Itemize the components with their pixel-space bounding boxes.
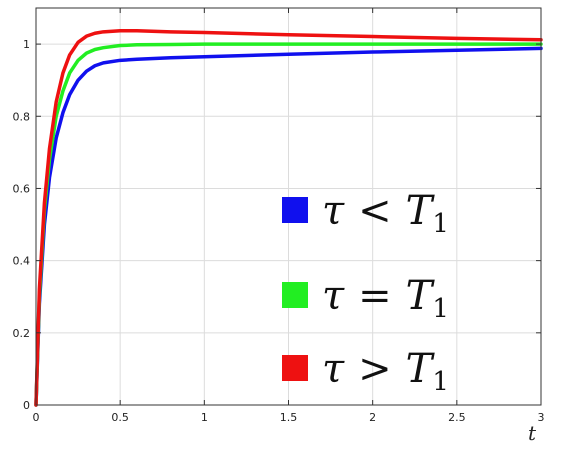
- legend-relation: =: [358, 273, 392, 319]
- legend-symbol: τ: [322, 346, 345, 392]
- series-line-0: [34, 46, 543, 407]
- y-tick-label: 0.6: [13, 182, 31, 195]
- legend: τ < T1τ = T1τ > T1: [282, 188, 449, 397]
- x-tick-label: 2.5: [448, 411, 466, 424]
- legend-variable: T: [406, 346, 436, 392]
- legend-entry-1: τ = T1: [282, 273, 449, 324]
- y-axis-ticks: 0 0.2 0.4 0.6 0.8 1: [13, 38, 541, 412]
- legend-swatch: [282, 355, 308, 381]
- x-tick-label: 2: [369, 411, 376, 424]
- x-tick-label: 0.5: [111, 411, 129, 424]
- y-tick-label: 0.2: [13, 327, 31, 340]
- legend-relation: <: [358, 188, 392, 234]
- legend-symbol: τ: [322, 188, 345, 234]
- legend-label: τ = T1: [322, 273, 449, 324]
- legend-variable: T: [406, 188, 436, 234]
- legend-swatch: [282, 197, 308, 223]
- legend-symbol: τ: [322, 273, 345, 319]
- x-tick-label: 1: [201, 411, 208, 424]
- series-layer: [34, 28, 543, 407]
- legend-swatch: [282, 282, 308, 308]
- x-axis-label: t: [528, 421, 537, 445]
- y-tick-label: 0: [23, 399, 30, 412]
- x-tick-label: 0: [33, 411, 40, 424]
- series-line-2: [34, 28, 543, 407]
- y-tick-label: 0.4: [13, 255, 31, 268]
- legend-relation: >: [358, 346, 392, 392]
- legend-entry-2: τ > T1: [282, 346, 449, 397]
- legend-variable: T: [406, 273, 436, 319]
- legend-subscript: 1: [432, 367, 449, 397]
- legend-label: τ < T1: [322, 188, 449, 239]
- y-tick-label: 1: [23, 38, 30, 51]
- x-tick-label: 1.5: [280, 411, 298, 424]
- legend-subscript: 1: [432, 294, 449, 324]
- y-tick-label: 0.8: [13, 110, 31, 123]
- x-tick-label: 3: [538, 411, 545, 424]
- x-axis-ticks: 0 0.5 1 1.5 2 2.5 3: [33, 8, 545, 424]
- legend-entry-0: τ < T1: [282, 188, 449, 239]
- legend-label: τ > T1: [322, 346, 449, 397]
- legend-subscript: 1: [432, 209, 449, 239]
